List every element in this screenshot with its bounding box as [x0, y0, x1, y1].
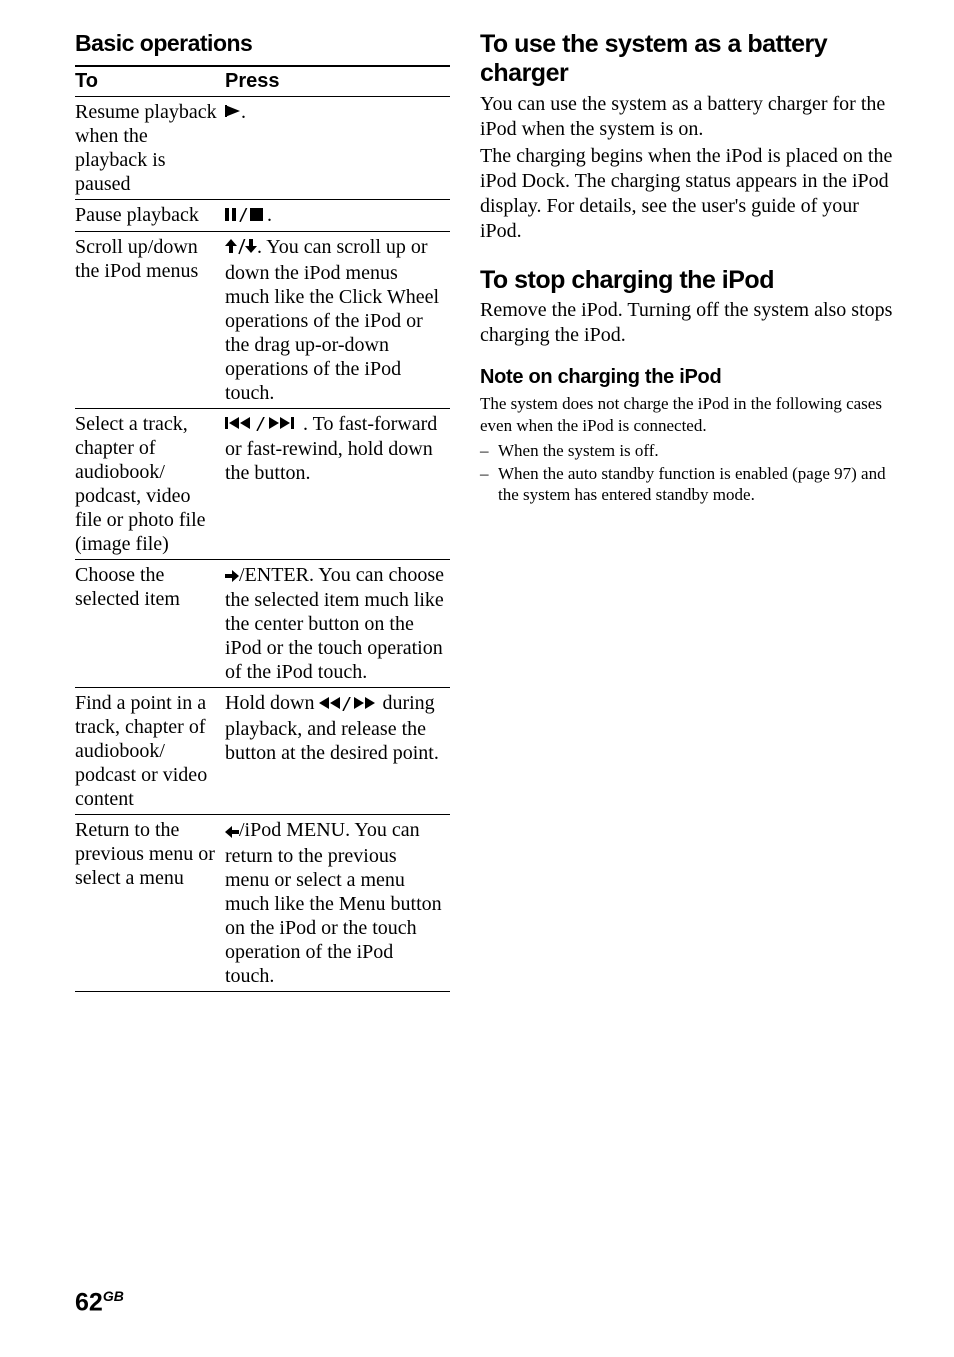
press-text: /ENTER. You can choose the selected item…	[225, 564, 444, 683]
press-text: /iPod MENU. You can return to the previo…	[225, 819, 442, 986]
press-cell: . You can scroll up or down the iPod men…	[225, 232, 450, 408]
prev-next-icon	[225, 413, 303, 437]
to-cell: Select a track, chapter of audiobook/ po…	[75, 408, 225, 559]
table-row: Return to the previous menu or select a …	[75, 815, 450, 991]
dash-icon: –	[480, 440, 498, 461]
stop-charging-heading: To stop charging the iPod	[480, 266, 904, 295]
press-cell: . To fast-forward or fast-rewind, hold d…	[225, 408, 450, 559]
page-suffix: GB	[103, 1288, 124, 1304]
up-down-icon	[225, 237, 257, 261]
rew-ff-icon	[319, 693, 377, 717]
ops-table: To Press Resume playback when the playba…	[75, 65, 450, 992]
hold-down-prefix: Hold down	[225, 692, 319, 714]
to-cell: Scroll up/down the iPod menus	[75, 232, 225, 408]
table-row: Find a point in a track, chapter of audi…	[75, 688, 450, 815]
play-icon	[225, 101, 241, 125]
to-cell: Choose the selected item	[75, 559, 225, 687]
list-item: –When the system is off.	[480, 440, 904, 461]
press-cell: .	[225, 97, 450, 200]
table-row: Scroll up/down the iPod menus . You can …	[75, 232, 450, 408]
to-cell: Find a point in a track, chapter of audi…	[75, 688, 225, 815]
to-cell: Resume playback when the playback is pau…	[75, 97, 225, 200]
basic-ops-heading: Basic operations	[75, 30, 450, 57]
col-to: To	[75, 66, 225, 97]
charger-p1: You can use the system as a battery char…	[480, 92, 904, 142]
press-cell: /ENTER. You can choose the selected item…	[225, 559, 450, 687]
note-item-text: When the system is off.	[498, 440, 659, 461]
battery-charger-heading: To use the system as a battery charger	[480, 30, 904, 88]
page-number: 62GB	[75, 1288, 124, 1317]
press-cell: Hold down during playback, and release t…	[225, 688, 450, 815]
note-list: –When the system is off. –When the auto …	[480, 440, 904, 506]
col-press: Press	[225, 66, 450, 97]
stop-charging-p1: Remove the iPod. Turning off the system …	[480, 298, 904, 348]
table-row: Select a track, chapter of audiobook/ po…	[75, 408, 450, 559]
table-row: Choose the selected item /ENTER. You can…	[75, 559, 450, 687]
left-arrow-icon	[225, 820, 239, 844]
table-row: Pause playback .	[75, 200, 450, 232]
note-body: The system does not charge the iPod in t…	[480, 393, 904, 436]
note-heading: Note on charging the iPod	[480, 366, 904, 389]
page-num-value: 62	[75, 1288, 103, 1316]
press-text: .	[241, 101, 246, 123]
table-row: Resume playback when the playback is pau…	[75, 97, 450, 200]
dash-icon: –	[480, 463, 498, 484]
list-item: –When the auto standby function is enabl…	[480, 463, 904, 506]
note-item-text: When the auto standby function is enable…	[498, 463, 904, 506]
pause-stop-icon	[225, 204, 267, 228]
to-cell: Pause playback	[75, 200, 225, 232]
press-cell: .	[225, 200, 450, 232]
press-text: .	[267, 204, 272, 226]
to-cell: Return to the previous menu or select a …	[75, 815, 225, 991]
right-arrow-icon	[225, 564, 239, 588]
charger-p2: The charging begins when the iPod is pla…	[480, 144, 904, 244]
press-text: . You can scroll up or down the iPod men…	[225, 236, 439, 403]
press-cell: /iPod MENU. You can return to the previo…	[225, 815, 450, 991]
